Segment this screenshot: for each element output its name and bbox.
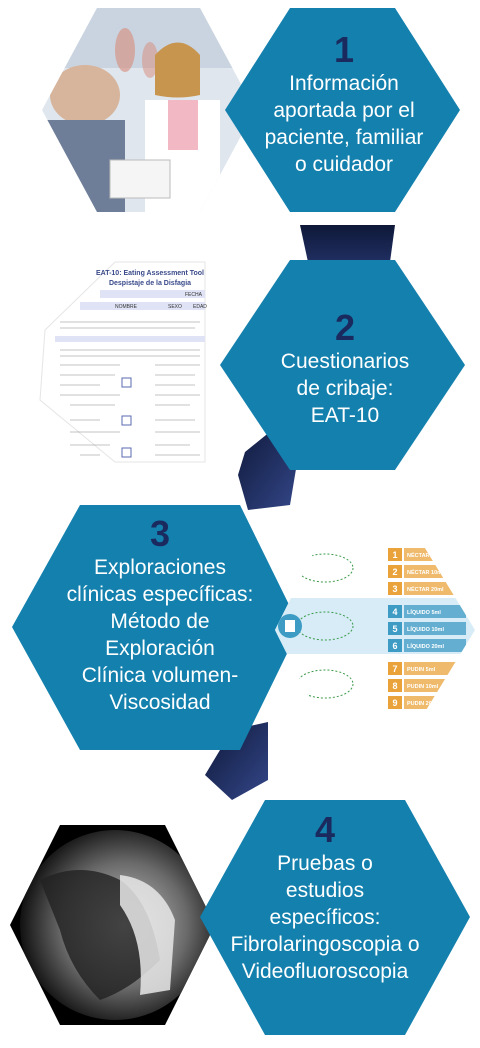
viscosity-row-label: NÉCTAR 10ml: [407, 568, 444, 576]
hexagon-4: [200, 800, 470, 1035]
step-3-line-3: Método de: [110, 610, 210, 633]
viscosity-row-label: PUDIN 20ml: [407, 701, 439, 707]
viscosity-row-label: PUDIN 10ml: [407, 684, 439, 690]
step-4-content: 4 Pruebas o estudios específicos: Fibrol…: [205, 810, 445, 985]
hexagon-1: [225, 8, 460, 212]
viscosity-row-number: 6: [392, 641, 397, 651]
viscosity-row-number: 2: [392, 567, 397, 577]
viscosity-row-number: 3: [392, 584, 397, 594]
viscosity-row-4: 4 LÍQUIDO 5ml: [388, 605, 466, 618]
viscosity-row-number: 1: [392, 550, 397, 560]
viscosity-row-label: NÉCTAR 5ml: [407, 551, 441, 559]
viscosity-row-label: LÍQUIDO 10ml: [407, 625, 444, 633]
doc-field-nombre: NOMBRE: [115, 304, 138, 310]
viscosity-row-number: 4: [392, 607, 397, 617]
connector-3-4: [205, 722, 268, 800]
viscosity-row-label: PUDIN 5ml: [407, 667, 436, 673]
doc-title: EAT-10: Eating Assessment Tool: [96, 270, 204, 277]
viscosity-row-3: 3 NÉCTAR 20ml: [388, 582, 466, 595]
viscosity-row-label: LÍQUIDO 5ml: [407, 608, 441, 616]
viscosity-row-number: 7: [392, 664, 397, 674]
step-2-line-3: EAT-10: [310, 404, 380, 427]
doc-subtitle: Despistaje de la Disfagia: [109, 280, 191, 287]
step-4-number: 4: [314, 809, 336, 850]
doc-field-edad: EDAD: [193, 304, 207, 310]
viscosity-row-2: 2 NÉCTAR 10ml: [388, 565, 466, 578]
step-1-number: 1: [333, 29, 355, 70]
viscosity-row-1: 1 NÉCTAR 5ml: [388, 548, 466, 561]
hexagon-3: [12, 505, 300, 750]
viscosity-row-number: 9: [392, 698, 397, 708]
step-2-line-1: Cuestionarios: [280, 350, 410, 373]
step-4-line-5: Videofluoroscopia: [241, 960, 409, 983]
viscosity-row-8: 8 PUDIN 10ml: [388, 679, 466, 692]
viscosity-row-label: LÍQUIDO 20ml: [407, 642, 444, 650]
step-3-line-2: clínicas específicas:: [66, 583, 254, 606]
viscosity-row-9: 9 PUDIN 20ml: [388, 696, 466, 709]
doc-field-fecha: FECHA: [185, 292, 203, 298]
step-4-line-1: Pruebas o: [277, 852, 373, 875]
step-1-line-1: Información: [289, 72, 399, 95]
step-4-line-3: específicos:: [269, 906, 381, 929]
step-2-number: 2: [334, 307, 356, 348]
step-3-number: 3: [149, 513, 171, 554]
step-1-content: 1 Información aportada por el paciente, …: [238, 30, 450, 178]
step-2-line-2: de cribaje:: [296, 377, 394, 400]
step-2-content: 2 Cuestionarios de cribaje: EAT-10: [240, 308, 450, 429]
hexagon-2: [220, 260, 465, 470]
step-4-line-4: Fibrolaringoscopia o: [230, 933, 420, 956]
step-4-line-2: estudios: [285, 879, 365, 902]
step-3-line-6: Viscosidad: [109, 691, 211, 714]
step-1-line-3: paciente, familiar: [264, 126, 424, 149]
step-3-content: 3 Exploraciones clínicas específicas: Mé…: [30, 514, 290, 716]
viscosity-rows: 1 NÉCTAR 5ml 2 NÉCTAR 10ml 3 NÉCTAR 20ml 4 LÍQU…: [388, 548, 466, 709]
eat10-questionnaire-image: EAT-10: Eating Assessment Tool Despistaj…: [39, 261, 207, 463]
viscosity-row-label: NÉCTAR 20ml: [407, 585, 444, 593]
viscosity-row-number: 5: [392, 624, 397, 634]
step-3-line-1: Exploraciones: [94, 556, 226, 579]
viscosity-row-6: 6 LÍQUIDO 20ml: [388, 639, 466, 652]
viscosity-row-number: 8: [392, 681, 397, 691]
step-1-line-2: aportada por el: [273, 99, 415, 122]
viscosity-row-7: 7 PUDIN 5ml: [388, 662, 466, 675]
xray-image: [10, 825, 215, 1025]
viscosity-row-5: 5 LÍQUIDO 10ml: [388, 622, 466, 635]
doc-field-sexo: SEXO: [168, 304, 182, 310]
step-3-line-5: Clínica volumen-: [81, 664, 239, 687]
step-1-line-4: o cuidador: [294, 153, 394, 176]
step-3-line-4: Exploración: [105, 637, 215, 660]
